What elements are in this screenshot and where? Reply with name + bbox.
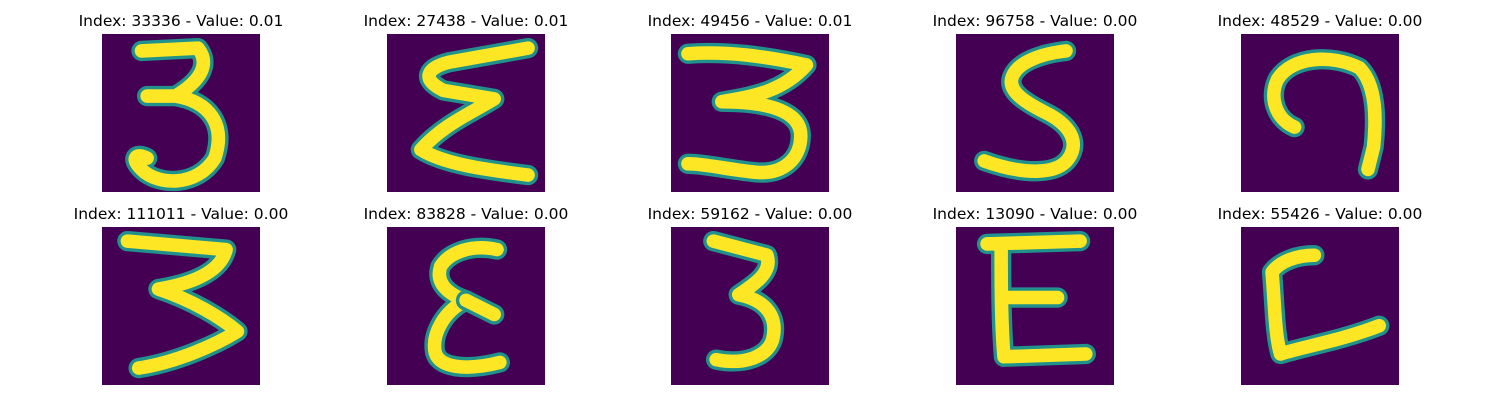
panel-title: Index: 49456 - Value: 0.01 [647,12,853,30]
panel-title: Index: 59162 - Value: 0.00 [647,205,853,223]
digit-image [671,34,829,192]
digit-image [102,34,260,192]
digit-image [671,227,829,385]
panel-title: Index: 111011 - Value: 0.00 [73,205,289,223]
panel-title: Index: 55426 - Value: 0.00 [1217,205,1423,223]
digit-image [956,227,1114,385]
digit-image [387,227,545,385]
panel-title: Index: 83828 - Value: 0.00 [363,205,569,223]
digit-image [956,34,1114,192]
panel-title: Index: 13090 - Value: 0.00 [932,205,1138,223]
panel-title: Index: 48529 - Value: 0.00 [1217,12,1423,30]
digit-image [1241,227,1399,385]
panel-title: Index: 27438 - Value: 0.01 [363,12,569,30]
digit-image [102,227,260,385]
digit-image [1241,34,1399,192]
panel-title: Index: 96758 - Value: 0.00 [932,12,1138,30]
digit-image [387,34,545,192]
panel-title: Index: 33336 - Value: 0.01 [78,12,284,30]
